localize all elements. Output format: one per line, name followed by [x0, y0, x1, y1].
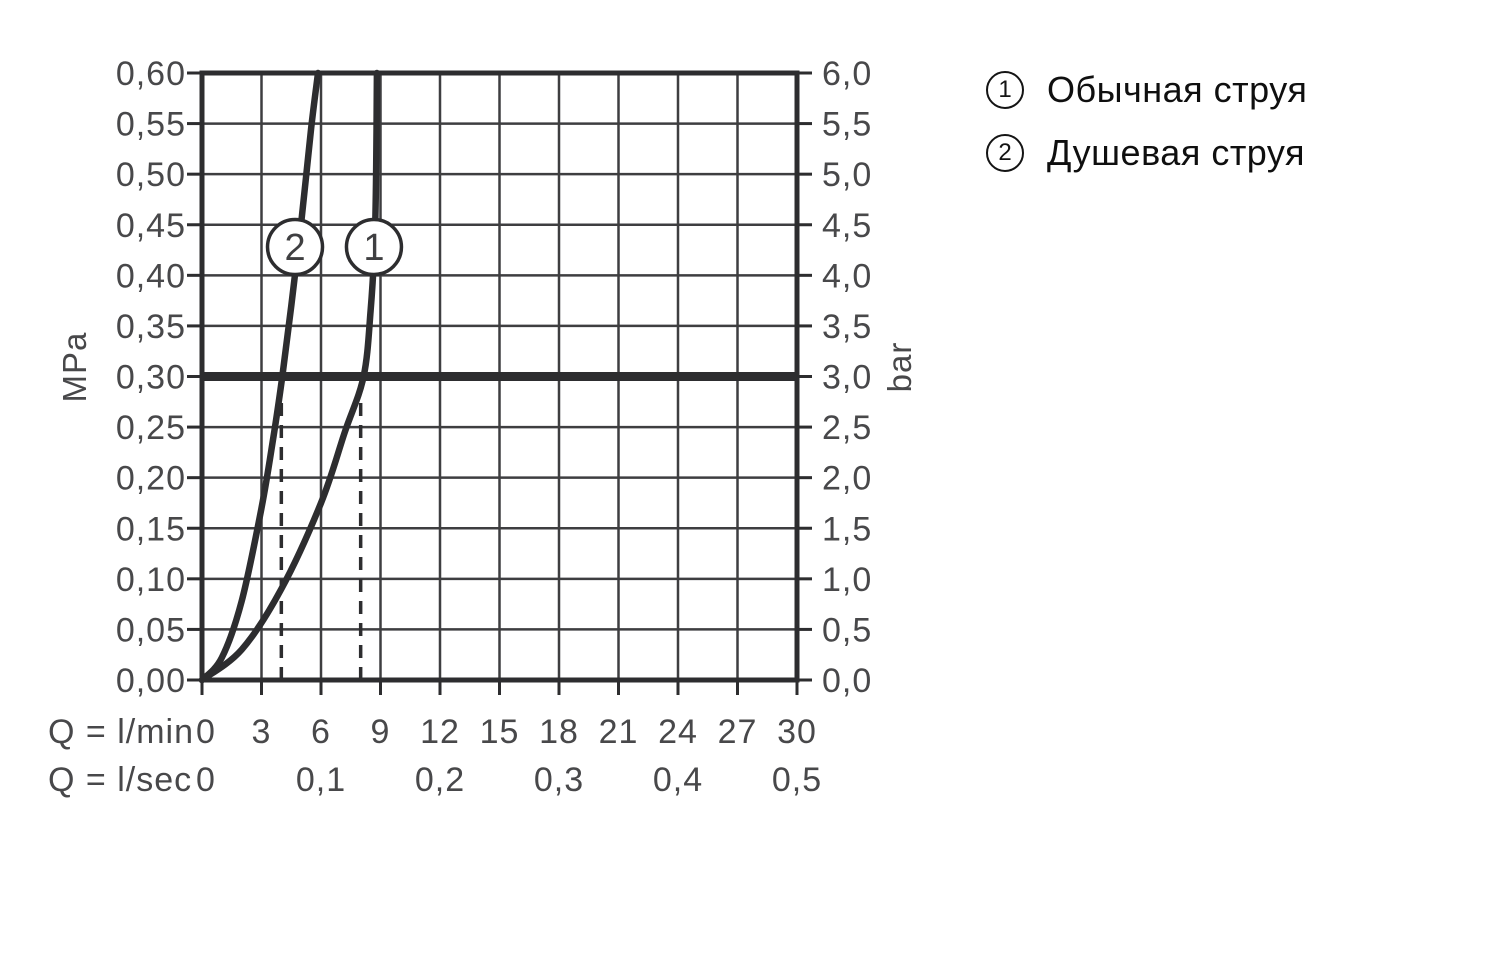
x-lmin-tick-label: 18	[539, 713, 579, 751]
x-axis-row1-label: Q = l/min	[48, 713, 194, 751]
x-lsec-tick-label: 0	[196, 761, 216, 799]
y-left-tick-label: 0,35	[116, 308, 186, 346]
legend-marker-1-number: 1	[998, 76, 1012, 103]
legend-label-2: Душевая струя	[1047, 132, 1306, 173]
x-lmin-tick-label: 21	[599, 713, 639, 751]
x-lmin-tick-label: 0	[196, 713, 216, 751]
y-right-tick-label: 1,0	[822, 561, 872, 599]
y-right-unit-label: bar	[881, 342, 918, 393]
y-left-unit-label: MPa	[56, 332, 93, 403]
curve-badge-2	[265, 217, 325, 277]
legend-marker-1-icon: 1	[986, 71, 1024, 109]
x-axis-row2-label: Q = l/sec	[48, 761, 192, 799]
y-left-tick-label: 0,00	[116, 662, 186, 700]
y-right-tick-label: 0,0	[822, 662, 872, 700]
y-right-tick-label: 5,5	[822, 106, 872, 144]
y-right-tick-label: 5,0	[822, 156, 872, 194]
x-lsec-tick-label: 0,3	[534, 761, 584, 799]
y-left-tick-label: 0,45	[116, 207, 186, 245]
y-right-tick-label: 3,5	[822, 308, 872, 346]
curve-badge-1	[344, 217, 404, 277]
x-lmin-tick-label: 12	[420, 713, 460, 751]
y-right-tick-label: 6,0	[822, 55, 872, 93]
x-lmin-tick-label: 9	[371, 713, 391, 751]
x-lmin-tick-label: 6	[311, 713, 331, 751]
legend-label-1: Обычная струя	[1047, 69, 1308, 110]
y-right-tick-label: 3,0	[822, 359, 872, 397]
y-left-tick-label: 0,15	[116, 510, 186, 548]
y-left-tick-label: 0,05	[116, 611, 186, 649]
y-right-tick-label: 2,5	[822, 409, 872, 447]
y-left-tick-label: 0,40	[116, 257, 186, 295]
legend-item-1: 1 Обычная струя	[986, 69, 1307, 111]
legend-marker-2-number: 2	[998, 139, 1012, 166]
y-left-tick-label: 0,20	[116, 460, 186, 498]
x-lsec-tick-label: 0,1	[296, 761, 346, 799]
y-right-tick-label: 2,0	[822, 460, 872, 498]
x-lmin-tick-label: 24	[658, 713, 698, 751]
y-left-tick-label: 0,30	[116, 359, 186, 397]
y-right-tick-label: 1,5	[822, 510, 872, 548]
x-lmin-tick-label: 27	[718, 713, 758, 751]
y-left-tick-label: 0,50	[116, 156, 186, 194]
curve-badge-number-1: 1	[363, 227, 384, 269]
curve-1	[198, 69, 381, 684]
x-lsec-tick-label: 0,2	[415, 761, 465, 799]
y-left-tick-label: 0,60	[116, 55, 186, 93]
legend-marker-2-icon: 2	[986, 134, 1024, 172]
y-right-tick-label: 4,0	[822, 257, 872, 295]
y-left-tick-label: 0,25	[116, 409, 186, 447]
x-lmin-tick-label: 30	[777, 713, 817, 751]
x-lmin-tick-label: 15	[480, 713, 520, 751]
curve-badge-number-2: 2	[284, 227, 305, 269]
y-right-tick-label: 0,5	[822, 611, 872, 649]
x-lsec-tick-label: 0,4	[653, 761, 703, 799]
legend: 1 Обычная струя 2 Душевая струя	[986, 69, 1307, 174]
x-lmin-tick-label: 3	[252, 713, 272, 751]
y-right-tick-label: 4,5	[822, 207, 872, 245]
pressure-flow-chart: 120,60 6,00,55 5,50,50 5,00,45 4,50,40 4,00,3…	[48, 55, 918, 799]
y-left-tick-label: 0,55	[116, 106, 186, 144]
curve-2	[198, 69, 322, 684]
legend-item-2: 2 Душевая струя	[986, 132, 1307, 174]
y-left-tick-label: 0,10	[116, 561, 186, 599]
x-lsec-tick-label: 0,5	[772, 761, 822, 799]
